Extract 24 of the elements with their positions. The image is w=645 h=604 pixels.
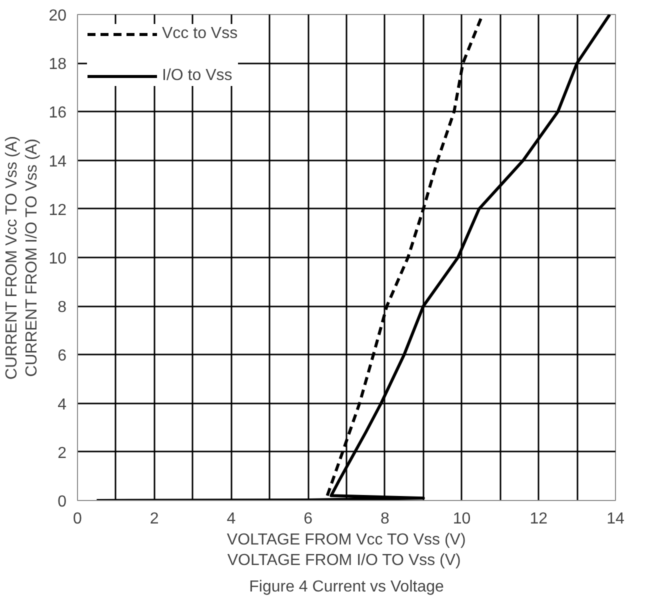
x-tick-label: 2 (150, 510, 159, 528)
x-axis-title: VOLTAGE FROM Vcc TO Vss (V) VOLTAGE FROM I/O TO Vss (V) (226, 532, 466, 569)
legend-label: Vcc to Vss (162, 25, 238, 43)
legend-label: I/O to Vss (162, 67, 232, 85)
x-tick-label: 12 (530, 510, 548, 528)
y-tick-label: 16 (48, 104, 67, 122)
x-tick-label: 14 (606, 510, 624, 528)
y-tick-label: 10 (48, 250, 67, 268)
x-tick-label: 6 (304, 510, 313, 528)
x-tick-label: 8 (380, 510, 390, 528)
y-tick-label: 12 (48, 202, 67, 219)
y-tick-label: 2 (58, 444, 67, 462)
y-tick-label: 6 (58, 348, 67, 365)
y-tick-label: 8 (58, 299, 67, 316)
y-tick-label: 0 (58, 494, 67, 510)
x-tick-label: 10 (452, 510, 471, 528)
y-tick-label: 20 (48, 8, 67, 24)
x-tick-label: 0 (73, 510, 82, 528)
caption: Figure 4 Current vs Voltage (249, 578, 444, 596)
y-tick-label: 14 (48, 153, 67, 170)
y-tick-label: 18 (48, 56, 67, 74)
y-axis-title: CURRENT FROM Vcc TO Vss (A) CURRENT FROM I/O TO Vss (A) (3, 136, 41, 380)
y-tick-label: 4 (58, 396, 67, 414)
x-tick-label: 4 (226, 510, 236, 528)
